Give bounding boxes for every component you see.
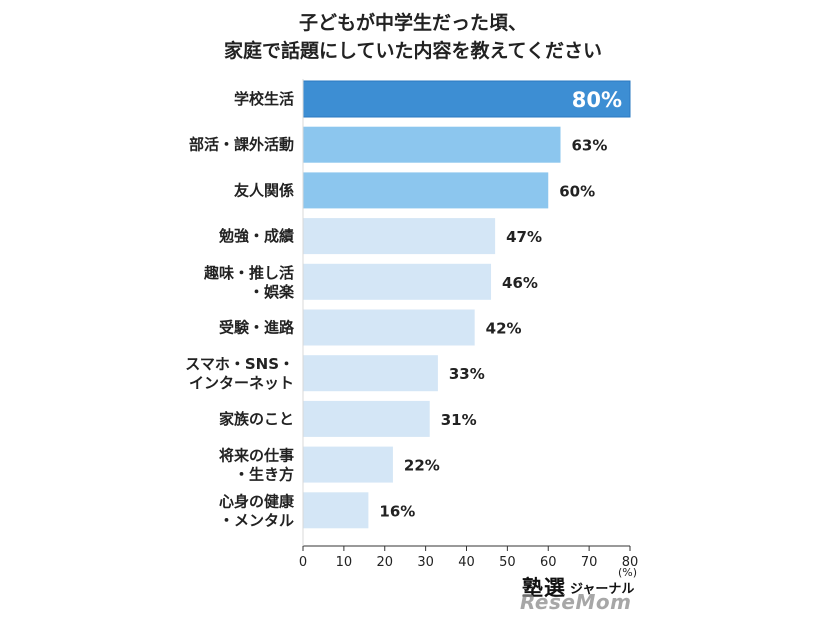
category-label-2: 友人関係 xyxy=(234,181,294,199)
category-label-6-line-0: スマホ・SNS・ xyxy=(185,355,294,373)
bar-3 xyxy=(303,218,496,255)
category-label-4-line-0: 趣味・推し活 xyxy=(203,264,294,282)
x-tick-label-0: 0 xyxy=(299,555,307,570)
x-tick-label-2: 20 xyxy=(376,555,393,570)
value-label-0: 80% xyxy=(572,88,622,112)
brand-logo-sub: ジャーナル xyxy=(570,582,635,597)
category-label-5: 受験・進路 xyxy=(219,319,295,337)
bar-8 xyxy=(303,446,393,483)
value-label-8: 22% xyxy=(404,457,440,475)
bar-9 xyxy=(303,492,369,529)
value-label-7: 31% xyxy=(441,411,477,429)
value-label-3: 47% xyxy=(506,228,542,246)
category-label-3: 勉強・成績 xyxy=(218,227,294,245)
category-label-8-line-0: 将来の仕事 xyxy=(219,447,294,465)
value-label-5: 42% xyxy=(486,320,522,338)
value-label-4: 46% xyxy=(502,274,538,292)
x-axis-unit: (%) xyxy=(618,566,638,579)
value-label-6: 33% xyxy=(449,365,485,383)
bar-0 xyxy=(302,80,631,118)
bar-6 xyxy=(303,355,438,392)
category-label-9-line-1: ・メンタル xyxy=(219,511,294,529)
value-label-2: 60% xyxy=(559,182,595,200)
x-tick-label-8: 80 xyxy=(622,555,639,570)
chart-title-line-1: 子どもが中学生だった頃、 xyxy=(298,12,527,34)
bar-4 xyxy=(303,263,492,300)
brand-logo-resemom: ReseMom xyxy=(520,590,632,614)
x-tick-label-6: 60 xyxy=(540,555,557,570)
x-tick-label-1: 10 xyxy=(336,555,353,570)
category-label-1: 部活・課外活動 xyxy=(189,136,294,154)
category-label-9-line-0: 心身の健康 xyxy=(219,492,295,510)
brand-logo-main: 塾選 xyxy=(522,576,566,600)
category-label-0: 学校生活 xyxy=(234,90,294,108)
category-label-7: 家族のこと xyxy=(219,410,294,428)
bar-7 xyxy=(303,400,430,437)
bar-2 xyxy=(303,172,549,209)
category-label-6-line-1: インターネット xyxy=(189,374,294,392)
chart-title-line-2: 家庭で話題にしていた内容を教えてください xyxy=(224,40,602,62)
category-label-4-line-1: ・娯楽 xyxy=(249,283,295,301)
bar-1 xyxy=(303,126,561,163)
bar-5 xyxy=(303,309,475,346)
x-tick-label-5: 50 xyxy=(499,555,516,570)
category-label-8-line-1: ・生き方 xyxy=(234,466,294,484)
x-tick-label-7: 70 xyxy=(581,555,598,570)
x-tick-label-4: 40 xyxy=(458,555,475,570)
value-label-9: 16% xyxy=(379,502,415,520)
x-tick-label-3: 30 xyxy=(417,555,434,570)
value-label-1: 63% xyxy=(572,137,608,155)
